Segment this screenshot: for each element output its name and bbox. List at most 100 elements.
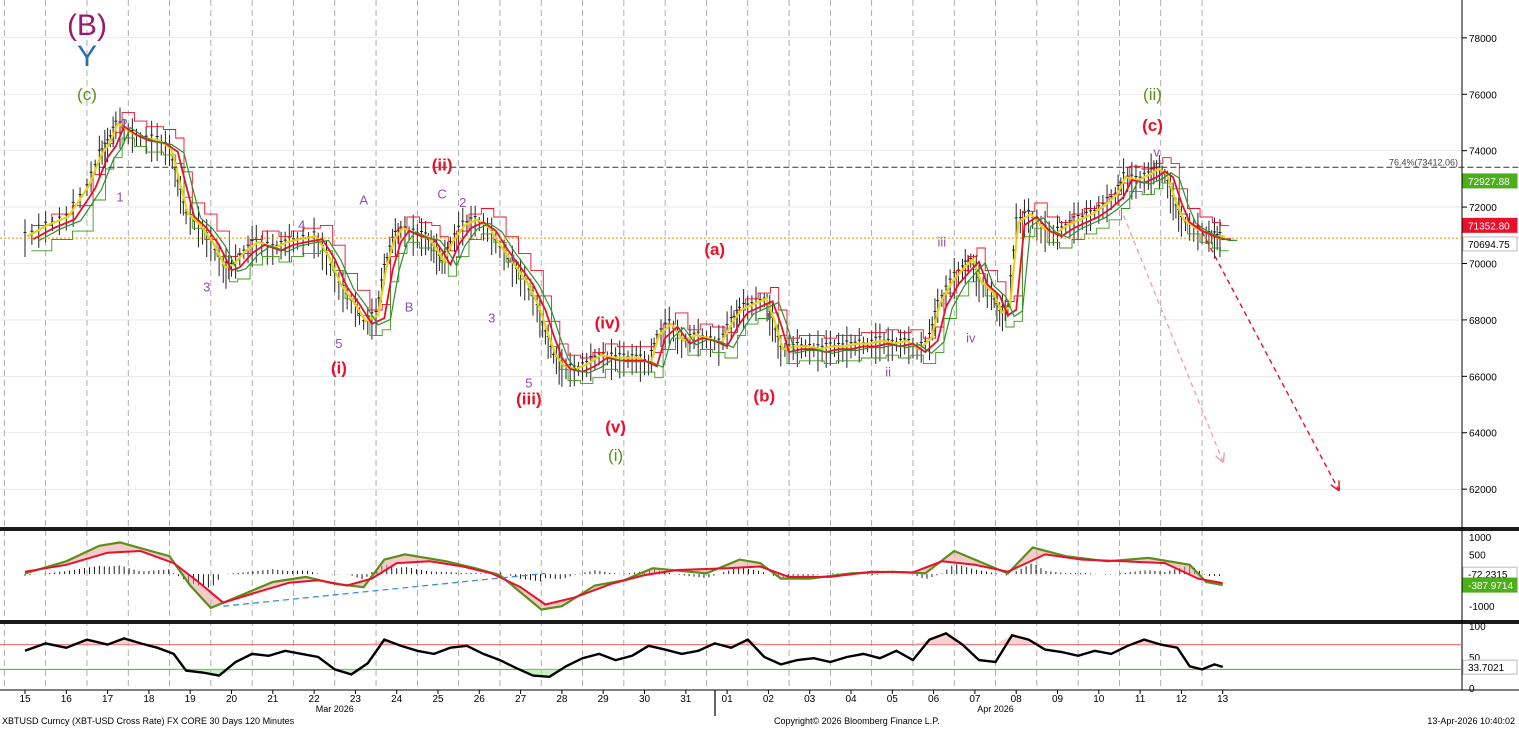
x-axis-label: 29 (598, 694, 610, 705)
x-axis-label: 24 (391, 694, 403, 705)
footer-security: XBTUSD Curncy (XBT-USD Cross Rate) FX CO… (2, 716, 295, 726)
x-axis-label: 30 (639, 694, 651, 705)
x-axis-label: 08 (1011, 694, 1023, 705)
x-axis-label: 15 (19, 694, 31, 705)
wave-label: C (437, 187, 446, 202)
x-axis-label: 10 (1093, 694, 1105, 705)
wave-label: B (405, 299, 414, 314)
price-axis-label: 74000 (1469, 147, 1497, 158)
rsi-overbought-fill (25, 633, 1223, 645)
price-axis-label: 76000 (1469, 90, 1497, 101)
panel-divider-2 (0, 620, 1519, 624)
footer-copyright: Copyright© 2026 Bloomberg Finance L.P. (774, 716, 940, 726)
x-axis-label: 06 (928, 694, 940, 705)
oscillator-tag: -387.9714 (1462, 577, 1518, 593)
oscillator-tag-bg (1462, 577, 1518, 593)
price-gridlines (0, 37, 1462, 490)
oscillator-tag-text: -72.2315 (1468, 570, 1508, 581)
oscillator-axis-label: 1000 (1469, 533, 1492, 544)
price-tag-bg (1462, 217, 1518, 233)
x-axis-label: 03 (804, 694, 816, 705)
x-axis-label: 25 (432, 694, 444, 705)
price-tag-text: 70694.75 (1468, 240, 1510, 251)
price-axis-label: 78000 (1469, 34, 1497, 45)
wave-label: 4 (298, 218, 305, 233)
wave-label: 1 (116, 189, 123, 204)
x-axis-label: 21 (267, 694, 279, 705)
rsi-tag-text: 33.7021 (1468, 663, 1505, 674)
x-axis-label: 22 (309, 694, 321, 705)
x-axis-label: 27 (515, 694, 527, 705)
wave-label: (i) (608, 446, 623, 465)
wave-label: 2 (459, 195, 466, 210)
wave-label: Y (77, 40, 97, 73)
x-axis-label: 28 (556, 694, 568, 705)
candles (23, 107, 1222, 387)
wave-label: (iv) (595, 313, 621, 332)
price-axis-label: 68000 (1469, 316, 1497, 327)
wave-label: ii (885, 364, 891, 379)
rsi-tag: 33.7021 (1462, 659, 1518, 675)
wave-label: 3 (203, 280, 210, 295)
wave-label: (c) (1142, 116, 1163, 135)
panel-divider-1 (0, 527, 1519, 531)
wave-label: (c) (77, 85, 97, 104)
wave-label: (iii) (516, 390, 542, 409)
wave-label: (ii) (1143, 85, 1162, 104)
price-axis-label: 72000 (1469, 203, 1497, 214)
oscillator-axis-label: -1000 (1469, 602, 1495, 613)
x-axis-label: 18 (143, 694, 155, 705)
price-tag-bg (1462, 173, 1518, 189)
price-tag: 71352.80 (1462, 217, 1518, 233)
oscillator-tag-text: -387.9714 (1468, 581, 1513, 592)
x-axis-label: 04 (845, 694, 857, 705)
oscillator-slow-line (24, 549, 1223, 606)
x-axis-label: 05 (887, 694, 899, 705)
wave-label: A (359, 192, 368, 207)
x-axis-label: 12 (1176, 694, 1188, 705)
fib-level-label: 76.4%(73412.06) (1389, 157, 1458, 167)
wave-label: 2 (121, 116, 128, 131)
x-axis-label: 17 (102, 694, 114, 705)
wave-label: iv (966, 330, 976, 345)
wave-label: (ii) (432, 155, 453, 174)
price-tag: 72927.88 (1462, 173, 1518, 189)
rsi-axis-label: 50 (1469, 653, 1481, 664)
x-axis-label: 26 (474, 694, 486, 705)
trend-ma-line (39, 126, 1238, 374)
x-axis-label: 23 (350, 694, 362, 705)
x-axis-label: 16 (61, 694, 73, 705)
oscillator-histogram (24, 563, 1220, 588)
month-label: Mar 2026 (316, 704, 354, 714)
wave-label: (B) (67, 9, 107, 42)
wave-label: (i) (331, 359, 347, 378)
price-tag-text: 72927.88 (1468, 177, 1510, 188)
wave-label: i (767, 308, 770, 323)
rsi-line (24, 632, 1224, 679)
wave-label: 4 (509, 252, 516, 267)
slow-ma-line (32, 125, 1231, 373)
oscillator-trendline (223, 572, 546, 607)
x-axis-label: 09 (1052, 694, 1064, 705)
wave-label: (b) (753, 387, 775, 406)
x-axis-label: 13 (1217, 694, 1229, 705)
rsi-tag-bg (1462, 659, 1518, 675)
price-axis-label: 70000 (1469, 260, 1497, 271)
price-tag-bg (1462, 236, 1518, 252)
wave-label: 3 (488, 311, 495, 326)
rsi-axis-label: 0 (1469, 684, 1475, 695)
wave-label: (a) (704, 240, 725, 259)
projection-arrow (1122, 215, 1223, 461)
wave-label: 5 (525, 376, 532, 391)
x-axis-label: 20 (226, 694, 238, 705)
wave-label: v (1153, 144, 1160, 159)
price-axis-label: 66000 (1469, 372, 1497, 383)
price-axis-label: 64000 (1469, 429, 1497, 440)
price-axis-label: 62000 (1469, 485, 1497, 496)
wave-label: 1 (455, 246, 462, 261)
x-axis-label: 31 (680, 694, 692, 705)
x-axis-label: 02 (763, 694, 775, 705)
rsi-axis-label: 100 (1469, 622, 1486, 633)
